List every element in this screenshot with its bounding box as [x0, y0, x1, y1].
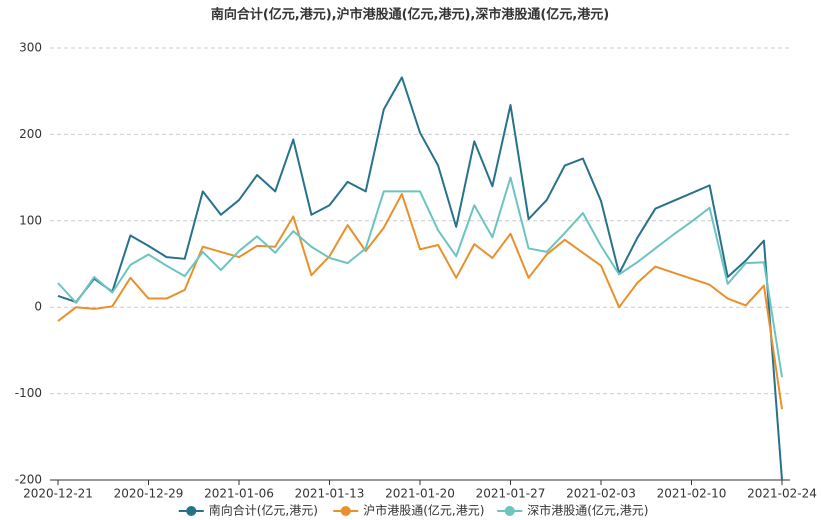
series-line [57, 76, 783, 481]
y-tick-label: 100 [19, 213, 42, 227]
x-tick-label: 2021-02-03 [566, 487, 636, 501]
y-tick-label: 0 [34, 300, 42, 314]
x-tick-label: 2021-02-10 [657, 487, 727, 501]
x-tick-label: 2021-01-13 [295, 487, 365, 501]
legend-marker [186, 506, 197, 516]
series-line [57, 193, 783, 410]
series-line [57, 176, 783, 378]
x-tick-label: 2021-01-20 [385, 487, 455, 501]
chart-title: 南向合计(亿元,港元),沪市港股通(亿元,港元),深市港股通(亿元,港元) [211, 7, 609, 23]
legend-marker [340, 506, 351, 516]
legend-label: 深市港股通(亿元,港元) [527, 503, 648, 518]
y-tick-label: -100 [15, 386, 42, 400]
y-tick-label: 300 [19, 41, 42, 55]
x-tick-label: 2020-12-21 [23, 487, 93, 501]
y-tick-label: -200 [15, 473, 42, 487]
x-tick-label: 2021-01-06 [204, 487, 274, 501]
x-tick-label: 2020-12-29 [114, 487, 184, 501]
legend-marker [504, 506, 515, 516]
legend-label: 沪市港股通(亿元,港元) [363, 503, 484, 518]
legend-label: 南向合计(亿元,港元) [209, 503, 318, 518]
x-tick-label: 2021-01-27 [476, 487, 546, 501]
y-tick-label: 200 [19, 127, 42, 141]
x-tick-label: 2021-02-24 [747, 487, 817, 501]
